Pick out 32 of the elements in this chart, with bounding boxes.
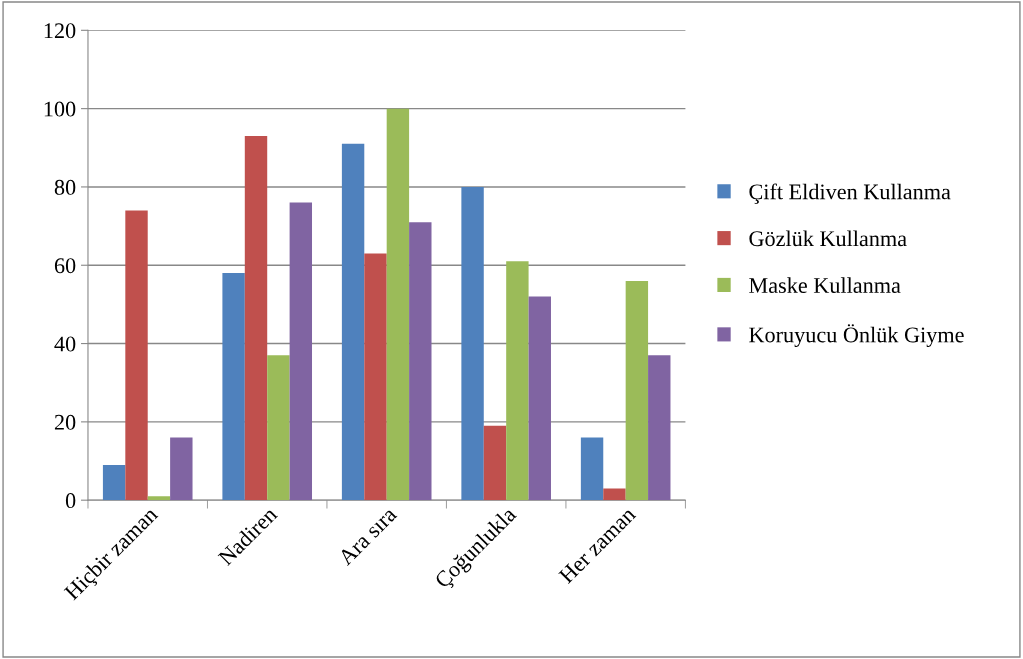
bar [289, 202, 313, 501]
bar [244, 136, 268, 501]
bar [625, 280, 649, 501]
x-tick-label: Ara sıra [337, 505, 398, 567]
legend-label: Gözlük Kullanma [749, 230, 907, 247]
bar [409, 222, 432, 501]
bar [506, 261, 529, 501]
bar [170, 437, 193, 501]
bar [102, 464, 126, 501]
y-tick-label: 100 [44, 101, 76, 117]
y-tick-label: 20 [54, 414, 76, 430]
bar [528, 296, 551, 501]
bar [386, 108, 410, 501]
bar [648, 355, 671, 501]
legend-label: Çift Eldiven Kullanma [749, 183, 951, 204]
y-tick-label: 120 [44, 23, 76, 39]
bar [483, 425, 507, 501]
bar [364, 253, 387, 501]
bar [461, 186, 484, 501]
bar [341, 143, 365, 501]
y-tick-label: 0 [65, 493, 76, 509]
bar [580, 437, 604, 501]
bar [222, 273, 245, 501]
y-tick-label: 80 [54, 179, 76, 195]
bar [267, 355, 290, 501]
bar [603, 488, 626, 501]
y-tick-label: 40 [54, 336, 76, 352]
bar [147, 496, 171, 501]
legend-label: Koruyucu Önlük Giyme [749, 324, 964, 348]
y-tick-label: 60 [54, 258, 76, 274]
bar [125, 210, 148, 501]
legend-label: Maske Kullanma [749, 277, 901, 293]
